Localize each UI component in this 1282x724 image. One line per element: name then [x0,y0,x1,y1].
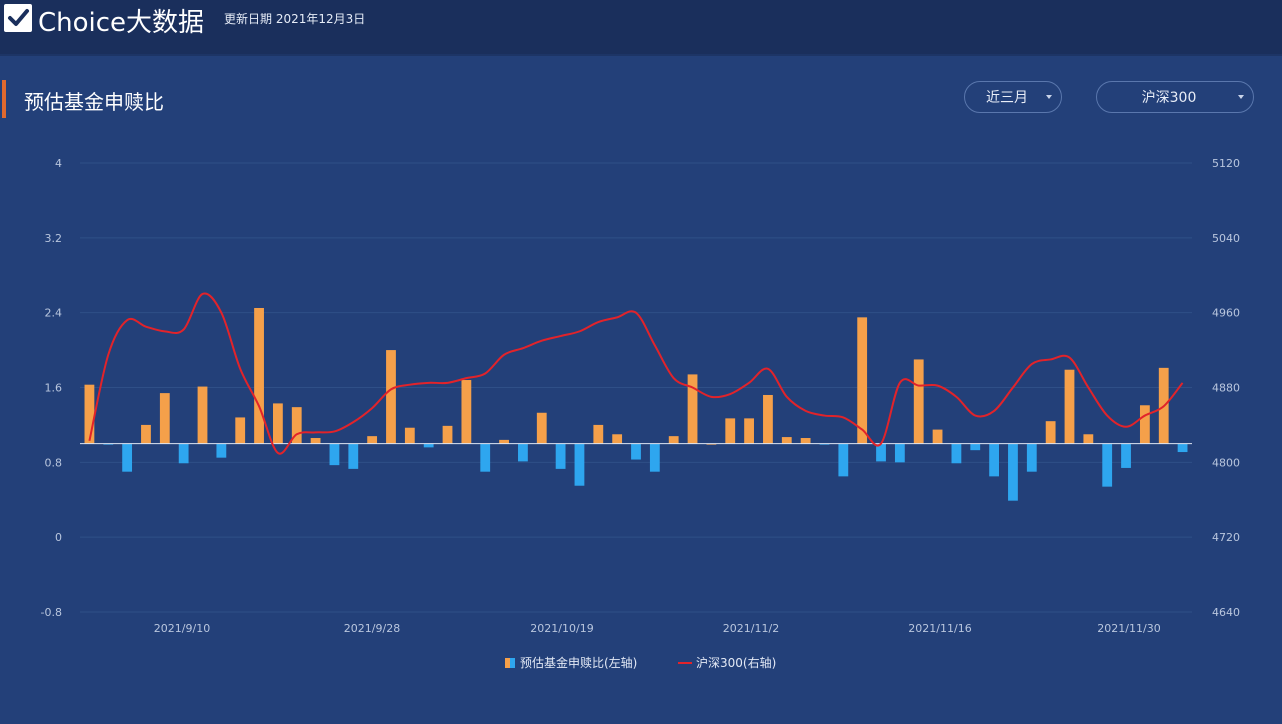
update-date: 更新日期 2021年12月3日 [224,12,366,26]
legend-swatch-bar-negative [510,658,515,668]
bar [499,439,509,444]
chevron-down-icon [1046,95,1052,99]
index-line [88,292,1184,455]
top-bar: Choice大数据 更新日期 2021年12月3日 [0,0,1282,54]
bar [555,443,566,469]
bar [1064,369,1075,444]
bar [84,384,95,444]
panel-title: 预估基金申赎比 [24,90,164,114]
bar [122,443,133,472]
bar [536,412,547,444]
bar [857,317,868,444]
legend-label-ratio: 预估基金申赎比(左轴) [520,655,637,670]
x-tick-label: 2021/11/30 [1097,622,1160,635]
y-right-tick-label: 4800 [1212,456,1240,469]
y-right-tick-label: 4640 [1212,606,1240,619]
bar [235,417,246,444]
bar [913,359,924,444]
y-left-tick-label: -0.8 [41,606,62,619]
y-left-tick-label: 0.8 [45,456,63,469]
bar [216,443,227,458]
bar [1083,434,1094,444]
bar [461,380,472,444]
bar [1102,443,1113,487]
y-right-tick-label: 5120 [1212,157,1240,170]
bar [932,429,943,444]
bar [631,443,641,460]
y-left-tick-label: 0 [55,531,62,544]
bar [367,436,378,444]
bar [763,394,773,444]
y-right-tick-label: 4880 [1212,382,1240,395]
bar [838,443,849,477]
index-dropdown-label: 沪深300 [1141,90,1197,106]
brand-title: Choice大数据 [38,8,205,38]
bar [725,418,736,444]
x-tick-label: 2021/11/16 [908,622,971,635]
bar [329,443,340,466]
bar [423,443,434,448]
title-accent-bar [2,80,6,118]
bar [159,393,170,444]
bar [348,443,359,469]
bar [386,350,396,444]
bar [612,434,623,444]
x-tick-label: 2021/11/2 [723,622,779,635]
bar [800,438,811,444]
bar [744,418,754,444]
y-right-tick-label: 5040 [1212,232,1240,245]
bar [1008,443,1018,501]
bar [310,438,321,444]
bar [1139,405,1150,444]
bar [272,403,283,444]
bar [1177,443,1188,453]
bar [254,307,264,444]
chevron-down-icon [1238,95,1244,99]
bar [687,374,698,444]
x-tick-label: 2021/9/10 [154,622,210,635]
bar [593,424,604,444]
bar [291,407,302,444]
y-left-tick-label: 4 [55,157,62,170]
bar [781,437,792,444]
bar [989,443,1000,477]
legend-label-index: 沪深300(右轴) [696,655,776,670]
y-right-tick-label: 4960 [1212,307,1240,320]
bar [141,424,151,444]
bar [518,443,528,462]
period-dropdown-label: 近三月 [986,90,1028,106]
bar [404,427,415,444]
bar [876,443,886,462]
bar [1121,443,1131,468]
bar [1045,421,1056,444]
y-left-tick-label: 3.2 [45,232,63,245]
index-dropdown[interactable]: 沪深300 [1096,81,1254,113]
period-dropdown[interactable]: 近三月 [964,81,1062,113]
checkmark-icon [4,4,32,32]
bar [480,443,491,472]
bar [951,443,962,464]
bar [894,443,905,463]
y-left-tick-label: 1.6 [45,382,63,395]
bar [178,443,189,464]
bar [668,436,679,444]
legend-swatch-bar-positive [505,658,510,668]
y-right-tick-label: 4720 [1212,531,1240,544]
x-tick-label: 2021/9/28 [344,622,400,635]
bar [442,425,453,444]
bar [649,443,660,472]
x-tick-label: 2021/10/19 [530,622,593,635]
bar [1026,443,1037,472]
bar [574,443,585,486]
bar [970,443,981,451]
bar [197,386,208,444]
y-left-tick-label: 2.4 [45,307,63,320]
